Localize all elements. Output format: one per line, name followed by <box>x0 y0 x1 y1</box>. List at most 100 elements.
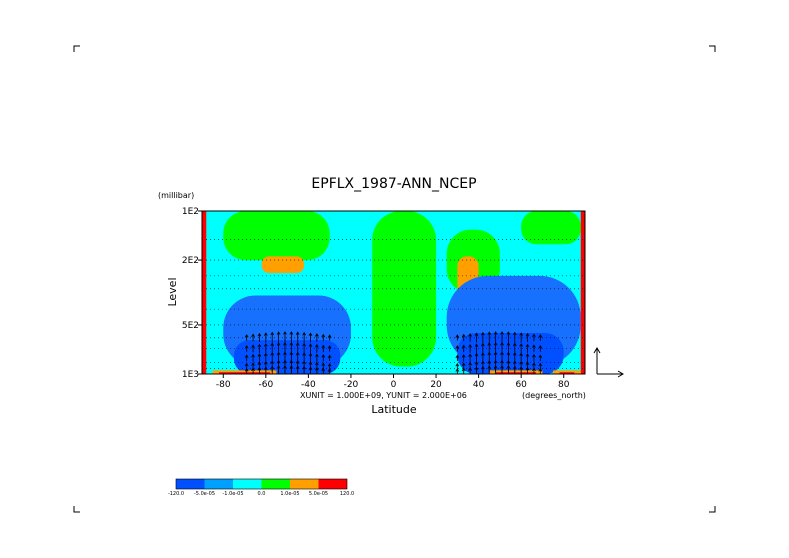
ep-flux-vector <box>244 334 249 341</box>
vector-scale-label: XUNIT = 1.000E+09, YUNIT = 2.000E+06 <box>300 391 467 400</box>
x-tick-label: 40 <box>473 380 485 390</box>
contour-surface-band <box>553 370 581 374</box>
contour-surface-band <box>489 370 543 374</box>
ep-flux-vector <box>251 344 255 353</box>
colorbar-swatch <box>261 479 290 489</box>
ep-flux-vector <box>474 332 479 343</box>
ep-flux-vector <box>538 344 543 352</box>
ep-flux-vector <box>525 366 530 374</box>
ep-flux-vector <box>519 366 524 374</box>
ep-flux-vector <box>525 343 530 353</box>
ep-flux-vector <box>327 334 332 341</box>
ep-flux-vector <box>532 367 536 374</box>
ep-flux-vector <box>315 353 319 363</box>
plot-area <box>202 211 585 374</box>
ep-flux-vector <box>512 365 517 374</box>
ep-flux-vector <box>251 367 255 374</box>
ep-flux-vector <box>321 344 326 353</box>
ep-flux-vector <box>461 367 466 374</box>
ep-flux-vector <box>461 344 466 353</box>
x-tick-label: -20 <box>344 380 359 390</box>
ep-flux-vector <box>493 365 498 374</box>
ep-flux-vector <box>525 353 530 363</box>
ep-flux-vector <box>532 353 536 362</box>
ep-flux-vector <box>276 365 281 374</box>
y-axis-ticks: 1E2 2E2 5E2 1E3 <box>182 207 202 380</box>
x-tick-label: 60 <box>515 380 527 390</box>
ep-flux-vector <box>500 331 504 344</box>
x-axis-ticks: -80 -60 -40 -20 0 20 40 60 80 <box>216 374 570 390</box>
ep-flux-vector <box>487 331 492 344</box>
ep-flux-vector <box>302 342 306 354</box>
ep-flux-vector <box>308 332 313 343</box>
y-tick-label: 2E2 <box>182 256 199 266</box>
reference-vector-icon <box>593 347 624 378</box>
ep-flux-vector <box>321 354 326 362</box>
ep-flux-vector <box>283 331 287 344</box>
ep-flux-vector <box>257 366 262 374</box>
y-unit-label: (millibar) <box>158 191 194 200</box>
ep-flux-vector <box>525 332 530 343</box>
ep-flux-vector <box>257 343 262 353</box>
ep-flux-vector <box>302 365 306 374</box>
colorbar-swatch <box>290 479 319 489</box>
ep-flux-vector <box>263 343 268 354</box>
y-tick-label: 1E2 <box>182 207 199 217</box>
x-tick-label: 80 <box>558 380 570 390</box>
ep-flux-vector <box>251 353 255 362</box>
x-tick-label: 20 <box>430 380 442 390</box>
ep-flux-vector <box>321 367 326 374</box>
ep-flux-vector <box>244 354 249 362</box>
ep-flux-vector <box>263 366 268 374</box>
ep-flux-vector <box>493 331 498 344</box>
ep-flux-vector <box>481 342 485 354</box>
colorbar: -120.0 -5.0e-05 -1.0e-05 0.0 1.0e-05 5.0e-05 1… <box>168 478 354 497</box>
ep-flux-vector <box>461 333 466 342</box>
page-corner-marks <box>73 45 716 513</box>
ep-flux-vector <box>532 333 536 342</box>
ep-flux-vector <box>474 366 479 374</box>
x-tick-label: -60 <box>258 380 273 390</box>
ep-flux-vector <box>327 354 332 362</box>
colorbar-label: -5.0e-05 <box>194 491 215 497</box>
x-tick-label: -80 <box>216 380 231 390</box>
ep-flux-vector <box>455 345 460 352</box>
ep-flux-vector <box>244 344 249 352</box>
colorbar-label: -1.0e-05 <box>223 491 244 497</box>
contour-surface-band <box>495 372 537 374</box>
colorbar-swatch <box>204 479 233 489</box>
colorbar-frame <box>175 478 348 490</box>
ep-flux-vector <box>308 366 313 374</box>
ep-flux-vector <box>315 344 319 353</box>
ep-flux-vector <box>468 353 472 363</box>
contour-region-red <box>580 211 585 374</box>
ep-flux-vector <box>506 331 511 344</box>
ep-flux-vector <box>308 343 313 354</box>
ep-flux-vector <box>270 331 275 344</box>
ep-flux-vector <box>500 365 504 374</box>
contour-region-darkblue <box>233 340 341 374</box>
colorbar-swatch <box>318 479 347 489</box>
colorbar-label: 5.0e-05 <box>309 491 328 497</box>
x-axis-label: Latitude <box>371 403 417 416</box>
colorbar-label: 120.0 <box>340 491 354 497</box>
contour-surface-band <box>212 370 277 374</box>
ep-flux-vector <box>468 367 472 374</box>
ep-flux-vector <box>251 333 255 342</box>
ep-flux-vector <box>532 344 536 353</box>
x-unit-label: (degrees_north) <box>522 391 586 400</box>
ep-flux-vector <box>487 365 492 374</box>
ep-flux-vector <box>270 365 275 374</box>
x-tick-label: -40 <box>301 380 316 390</box>
ep-flux-vector <box>474 343 479 354</box>
ep-flux-vector <box>283 365 287 374</box>
ep-flux-vector <box>519 343 524 354</box>
ep-flux-vector <box>315 367 319 374</box>
ep-flux-vector <box>263 332 268 343</box>
chart-title: EPFLX_1987-ANN_NCEP <box>311 176 476 192</box>
contour-region-green <box>223 211 330 261</box>
colorbar-label: 0.0 <box>258 491 266 497</box>
ep-flux-vector <box>468 344 472 353</box>
contour-region-red <box>202 211 207 374</box>
